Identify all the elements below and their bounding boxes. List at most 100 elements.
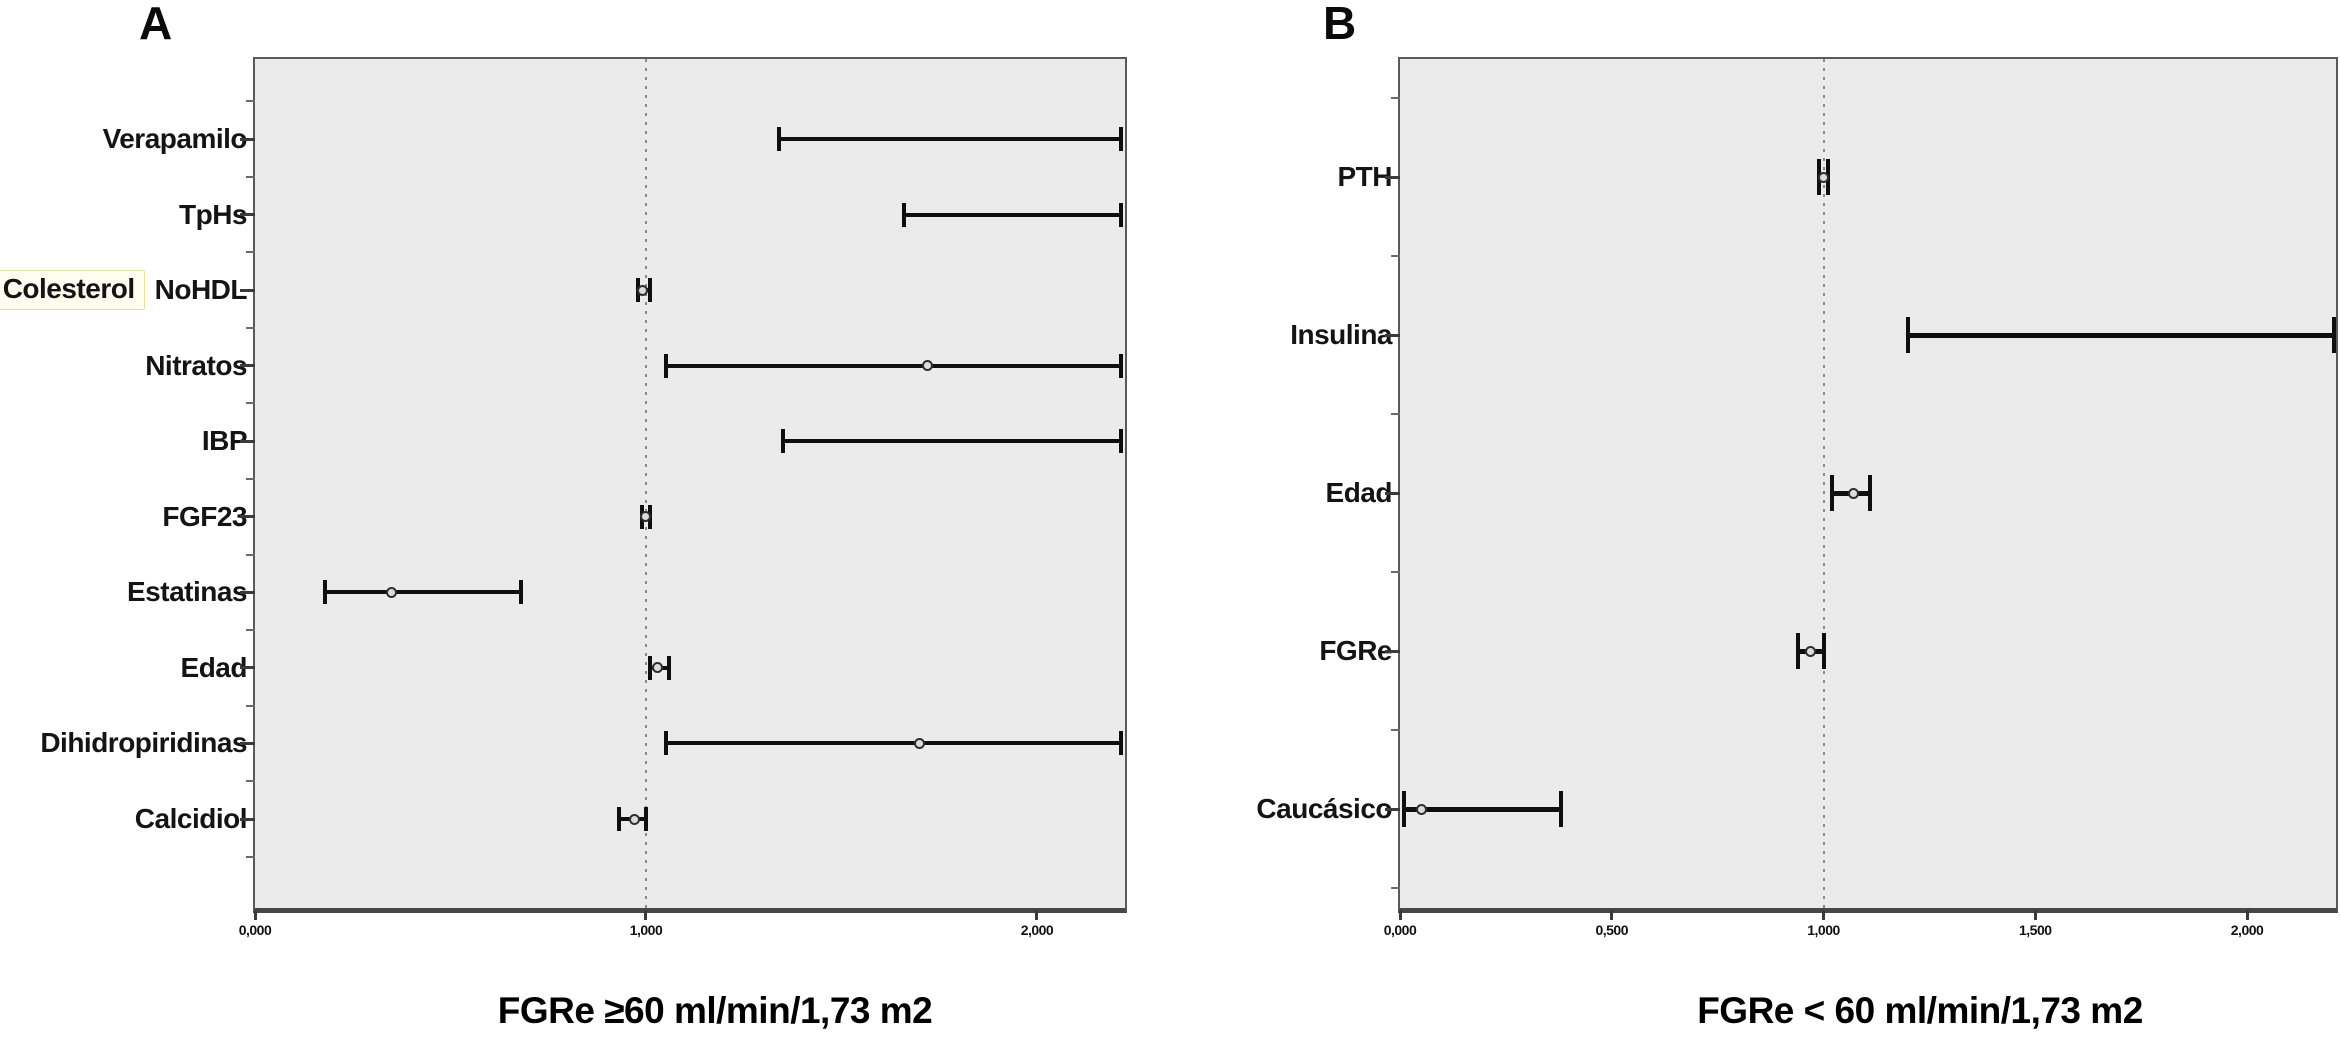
y-axis-major-tick — [240, 439, 255, 443]
y-axis-label: Colesterol NoHDL — [0, 269, 248, 311]
y-axis-label-text: FGRe — [1319, 635, 1392, 666]
y-axis-label: Insulina — [1060, 314, 1392, 356]
y-axis-major-tick — [240, 590, 255, 594]
y-axis-minor-tick — [246, 175, 255, 178]
x-axis-tick-label: 1,000 — [629, 922, 663, 938]
error-bar-cap-low — [647, 655, 652, 680]
x-axis-tick — [1398, 910, 1402, 920]
y-axis-label: Estatinas — [0, 571, 248, 613]
error-bar-cap-low — [780, 429, 785, 454]
x-axis-tick-label: 0,500 — [1595, 922, 1629, 938]
y-axis-label-text: FGF23 — [162, 500, 247, 532]
y-axis-major-tick — [240, 741, 255, 745]
point-marker — [1805, 645, 1817, 657]
y-axis-label: IBP — [0, 420, 248, 462]
reference-line-1 — [644, 59, 647, 908]
y-axis-major-tick — [240, 364, 255, 368]
y-axis-label: Edad — [0, 647, 248, 689]
error-bar-cap-low — [323, 580, 328, 605]
y-axis-label: FGRe — [1060, 630, 1392, 672]
error-bar-cap-high — [1119, 202, 1123, 227]
y-axis-label-text: PTH — [1337, 161, 1393, 192]
point-marker — [652, 662, 664, 674]
error-bar-cap-low — [663, 731, 668, 756]
point-marker — [1847, 487, 1859, 499]
y-axis-minor-tick — [1391, 571, 1400, 573]
y-axis-major-tick — [240, 137, 255, 141]
y-axis-major-tick — [240, 817, 255, 821]
y-axis-major-tick — [240, 666, 255, 670]
reference-line-1 — [1822, 59, 1825, 908]
y-axis-minor-tick — [246, 402, 255, 405]
error-bar-cap-low — [902, 202, 907, 227]
error-bar-cap-low — [663, 353, 668, 378]
point-marker — [386, 586, 398, 598]
error-bar-cap-low — [1906, 317, 1911, 353]
panel-a-corner-label: A — [139, 0, 172, 49]
y-axis-major-tick — [1385, 491, 1400, 495]
error-bar-cap-low — [1402, 791, 1407, 827]
error-bar-cap-high — [1868, 475, 1873, 511]
y-axis-label-text: TpHs — [179, 198, 248, 230]
y-axis-label: Caucásico — [1060, 788, 1392, 830]
y-axis-minor-tick — [246, 780, 255, 783]
y-axis-major-tick — [1385, 807, 1400, 811]
error-bar-cap-high — [1558, 791, 1563, 827]
y-axis-minor-tick — [246, 326, 255, 329]
error-bar — [665, 741, 1123, 746]
error-bar-cap-low — [616, 807, 621, 831]
y-axis-label: Verapamilo — [0, 118, 248, 160]
y-axis-label-text: Caucásico — [1256, 793, 1392, 824]
error-bar-cap-high — [643, 807, 648, 831]
error-bar-cap-high — [1821, 633, 1826, 669]
y-axis-minor-tick — [246, 100, 255, 103]
x-axis-tick — [1610, 910, 1614, 920]
y-axis-label: TpHs — [0, 194, 248, 236]
x-axis-tick-label: 1,000 — [1807, 922, 1840, 938]
error-bar — [1404, 806, 1561, 812]
colesterol-annotation: Colesterol — [0, 270, 145, 311]
x-axis-tick — [644, 910, 648, 920]
y-axis-major-tick — [240, 213, 255, 217]
x-axis-tick-label: 2,000 — [1020, 922, 1054, 938]
x-axis-tick — [2245, 910, 2249, 920]
point-marker — [1818, 171, 1830, 183]
error-bar-cap-high — [1119, 731, 1123, 756]
y-axis-label-text: Calcidiol — [134, 803, 248, 834]
x-axis-tick — [1035, 910, 1039, 920]
y-axis-label: PTH — [1060, 156, 1393, 198]
y-axis-label: FGF23 — [0, 496, 247, 538]
y-axis-minor-tick — [246, 704, 255, 707]
x-axis-tick-label: 1,500 — [2019, 922, 2052, 938]
panel-a-title: FGRe ≥60 ml/min/1,73 m2 — [497, 990, 933, 1031]
error-bar-cap-high — [1119, 429, 1123, 454]
point-marker — [640, 511, 652, 523]
point-marker — [1415, 803, 1427, 815]
y-axis-minor-tick — [246, 553, 255, 556]
y-axis-label-text: Edad — [1325, 477, 1393, 508]
error-bar — [904, 212, 1123, 217]
y-axis-label: Dihidropiridinas — [0, 722, 247, 764]
error-bar-cap-high — [647, 278, 652, 303]
y-axis-minor-tick — [246, 251, 255, 254]
y-axis-label-text: NoHDL — [154, 274, 248, 306]
error-bar-cap-high — [667, 655, 672, 680]
x-axis-tick — [1822, 910, 1826, 920]
error-bar — [778, 137, 1123, 141]
y-axis-label-text: IBP — [201, 425, 248, 457]
y-axis-label-text: Estatinas — [127, 576, 248, 608]
y-axis-major-tick — [1385, 175, 1400, 179]
y-axis-label-text: Edad — [180, 651, 248, 683]
panel-a-plot-area — [253, 57, 1127, 913]
point-marker — [628, 813, 640, 825]
point-marker — [636, 284, 648, 296]
y-axis-label: Edad — [1060, 472, 1393, 514]
x-axis-tick-label: 0,000 — [1383, 922, 1417, 938]
y-axis-minor-tick — [246, 855, 255, 858]
y-axis-label: Nitratos — [0, 345, 247, 387]
panel-b-corner-label: B — [1323, 0, 1356, 49]
error-bar-cap-high — [1119, 127, 1123, 151]
